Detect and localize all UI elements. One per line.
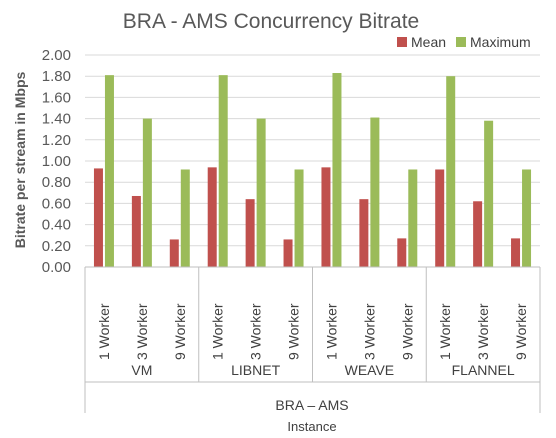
category-label: 3 Worker: [475, 303, 491, 360]
y-axis-ticks: 0.00 0.20 0.40 0.60 0.80 1.00 1.20 1.40 1.60 1.80…: [42, 47, 71, 276]
bars: [93, 73, 532, 268]
y-tick-label: 1.20: [42, 132, 71, 149]
y-tick-label: 1.40: [42, 111, 71, 128]
category-label: 3 Worker: [248, 303, 264, 360]
category-label: 1 Worker: [210, 303, 226, 360]
bar-mean-libnet-1-worker: [207, 167, 217, 267]
y-tick-label: 2.00: [42, 47, 71, 64]
category-label: 3 Worker: [361, 303, 377, 360]
group-label-libnet: LIBNET: [231, 362, 280, 378]
bar-maximum-weave-9-worker: [408, 169, 418, 267]
y-tick-label: 0.20: [42, 238, 71, 255]
y-tick-label: 0.80: [42, 174, 71, 191]
bar-mean-vm-9-worker: [169, 239, 179, 267]
x-axis-label: Instance: [287, 419, 336, 434]
group-label-weave: WEAVE: [345, 362, 395, 378]
category-label: 9 Worker: [286, 303, 302, 360]
bar-maximum-flannel-1-worker: [446, 76, 456, 267]
bar-mean-libnet-9-worker: [283, 239, 293, 267]
bar-mean-flannel-9-worker: [511, 238, 521, 267]
bar-maximum-libnet-1-worker: [218, 75, 228, 267]
y-tick-label: 0.00: [42, 259, 71, 276]
bar-maximum-weave-1-worker: [332, 73, 342, 268]
category-label: 9 Worker: [172, 303, 188, 360]
category-label: 1 Worker: [437, 303, 453, 360]
category-label: 3 Worker: [134, 303, 150, 360]
gridlines: [85, 54, 540, 247]
bar-maximum-weave-3-worker: [370, 117, 380, 267]
legend: Mean Maximum: [397, 34, 531, 50]
bar-maximum-libnet-3-worker: [256, 118, 266, 267]
y-tick-label: 1.60: [42, 89, 71, 106]
chart-title: BRA - AMS Concurrency Bitrate: [123, 10, 419, 33]
legend-label-mean: Mean: [411, 34, 446, 50]
bar-maximum-vm-3-worker: [142, 118, 152, 267]
group-label-vm: VM: [131, 362, 152, 378]
bar-mean-weave-1-worker: [321, 167, 331, 267]
bar-mean-weave-3-worker: [359, 199, 369, 267]
bar-maximum-vm-9-worker: [180, 169, 190, 267]
category-label: 1 Worker: [96, 303, 112, 360]
legend-swatch-maximum: [456, 37, 466, 47]
y-tick-label: 1.00: [42, 153, 71, 170]
bar-mean-vm-3-worker: [131, 195, 141, 267]
y-tick-label: 0.60: [42, 195, 71, 212]
legend-swatch-mean: [397, 37, 407, 47]
y-axis-label: Bitrate per stream in Mbps: [12, 71, 28, 248]
category-label: 9 Worker: [399, 303, 415, 360]
bar-maximum-flannel-3-worker: [484, 120, 494, 267]
group-label-flannel: FLANNEL: [452, 362, 515, 378]
y-tick-label: 1.80: [42, 68, 71, 85]
bar-maximum-flannel-9-worker: [522, 169, 532, 267]
legend-label-maximum: Maximum: [470, 34, 531, 50]
category-label: 1 Worker: [323, 303, 339, 360]
bar-mean-flannel-1-worker: [435, 169, 445, 267]
bar-maximum-vm-1-worker: [104, 75, 114, 267]
bar-maximum-libnet-9-worker: [294, 169, 304, 267]
bar-mean-flannel-3-worker: [473, 201, 483, 267]
bar-mean-vm-1-worker: [93, 168, 103, 267]
super-group-label: BRA – AMS: [275, 397, 348, 413]
category-label: 9 Worker: [513, 303, 529, 360]
bar-mean-weave-9-worker: [397, 238, 407, 267]
y-tick-label: 0.40: [42, 217, 71, 234]
bar-mean-libnet-3-worker: [245, 199, 255, 267]
x-axis: 1 Worker 3 Worker 9 Worker VM 1 Worker 3 Work…: [84, 266, 541, 413]
